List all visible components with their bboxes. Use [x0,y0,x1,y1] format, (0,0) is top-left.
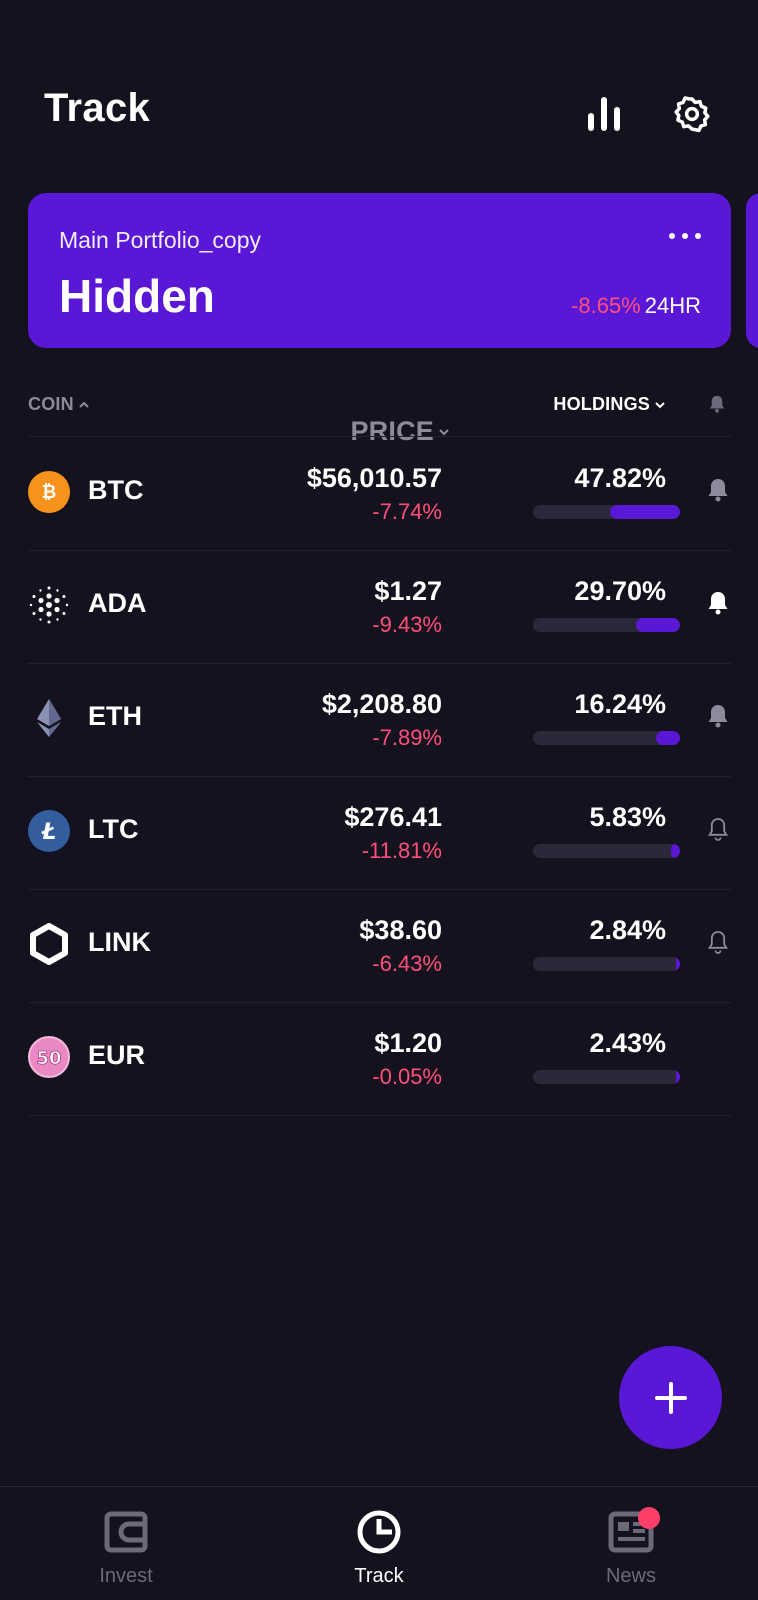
bottom-tab-bar: Invest Track News [0,1486,758,1600]
chevron-down-icon [439,428,449,435]
portfolio-change-period: 24HR [644,293,701,318]
holding-bar [533,844,680,858]
holding-bar [533,731,680,745]
coin-symbol: EUR [88,1040,146,1070]
coin-change: -11.81% [361,838,442,863]
coin-holding: 29.70% [574,576,666,606]
holding-bar [533,1070,680,1084]
coin-symbol: ADA [88,588,147,618]
coin-row-eur[interactable]: 50 EUR $1.20 -0.05% 2.43% [0,1002,758,1115]
bar-chart-icon[interactable] [582,92,626,136]
column-price-label: PRICE [350,416,434,446]
coin-holding: 16.24% [574,689,666,719]
holding-bar-fill [675,957,680,971]
coin-price: $56,010.57 [306,463,442,493]
coin-row-link[interactable]: LINK $38.60 -6.43% 2.84% [0,889,758,1002]
coin-holding: 2.84% [589,915,666,945]
next-portfolio-card[interactable] [746,193,758,348]
coin-symbol: ETH [88,701,142,731]
divider [28,550,731,551]
coin-change: -7.89% [372,725,442,750]
bitcoin-icon: ₿ [28,471,70,513]
bell-icon[interactable] [708,394,726,414]
ethereum-icon [28,697,70,739]
svg-text:50: 50 [36,1048,61,1069]
coin-row-btc[interactable]: ₿ BTC $56,010.57 -7.74% 47.82% [0,437,758,550]
portfolio-name: Main Portfolio_copy [59,227,261,253]
pie-chart-icon [357,1510,401,1554]
coin-row-eth[interactable]: ETH $2,208.80 -7.89% 16.24% [0,663,758,776]
coin-change: -6.43% [372,951,442,976]
tab-news[interactable]: News [531,1487,731,1600]
holding-bar-fill [609,505,680,519]
coin-symbol: BTC [88,475,144,505]
tab-label: Track [354,1565,404,1587]
sort-price[interactable]: PRICE [350,416,450,447]
chainlink-icon [28,923,70,965]
page-title: Track [44,86,151,130]
column-holdings-label: HOLDINGS [553,394,650,414]
portfolio-card[interactable]: Main Portfolio_copy Hidden -8.65% 24HR [28,193,731,348]
coin-change: -0.05% [372,1064,442,1089]
coin-price: $276.41 [344,802,442,832]
tab-track[interactable]: Track [279,1487,479,1600]
holding-bar-fill [675,1070,680,1084]
coin-change: -7.74% [372,499,442,524]
holding-bar [533,957,680,971]
coin-price: $2,208.80 [321,689,442,719]
gear-icon[interactable] [670,92,714,136]
sort-holdings[interactable]: HOLDINGS [553,394,666,415]
divider [28,663,731,664]
coin-holding: 5.83% [589,802,666,832]
divider [28,1115,731,1116]
litecoin-icon: Ł [28,810,70,852]
divider [28,889,731,890]
plus-icon [654,1381,687,1414]
portfolio-change-value: -8.65% [571,293,641,318]
holding-bar [533,618,680,632]
tab-label: Invest [99,1565,153,1587]
coin-row-ltc[interactable]: Ł LTC $276.41 -11.81% 5.83% [0,776,758,889]
add-coin-button[interactable] [619,1346,722,1449]
euro-banknote-icon: 50 [28,1036,70,1078]
bell-icon[interactable] [706,703,732,729]
sort-coin[interactable]: COIN [28,394,90,415]
wallet-icon [104,1511,148,1553]
coin-price: $1.20 [374,1028,442,1058]
chevron-up-icon [79,401,89,408]
column-coin-label: COIN [28,394,74,414]
tab-invest[interactable]: Invest [26,1487,226,1600]
cardano-icon [28,584,70,626]
more-horizontal-icon[interactable] [669,233,701,239]
column-headers: COIN PRICE HOLDINGS [0,390,758,446]
coin-row-ada[interactable]: ADA $1.27 -9.43% 29.70% [0,550,758,663]
holding-bar [533,505,680,519]
bell-icon[interactable] [706,477,732,503]
svg-text:₿: ₿ [42,482,57,503]
svg-text:Ł: Ł [41,820,57,844]
bell-outline-icon[interactable] [706,816,732,842]
tab-label: News [605,1565,656,1587]
divider [28,1002,731,1003]
holding-bar-fill [671,844,680,858]
holding-bar-fill [656,731,680,745]
portfolio-value: Hidden [59,270,215,322]
coin-price: $1.27 [374,576,442,606]
coin-symbol: LTC [88,814,139,844]
bell-outline-icon[interactable] [706,929,732,955]
bell-icon[interactable] [706,590,732,616]
portfolio-change: -8.65% 24HR [571,293,701,319]
notification-badge [638,1507,660,1529]
chevron-down-icon [655,401,665,408]
coin-price: $38.60 [359,915,442,945]
header: Track [0,0,758,180]
coin-change: -9.43% [372,612,442,637]
holding-bar-fill [636,618,680,632]
divider [28,436,731,437]
divider [28,776,731,777]
coin-holding: 47.82% [574,463,666,493]
coin-symbol: LINK [88,927,151,957]
coin-holding: 2.43% [589,1028,666,1058]
